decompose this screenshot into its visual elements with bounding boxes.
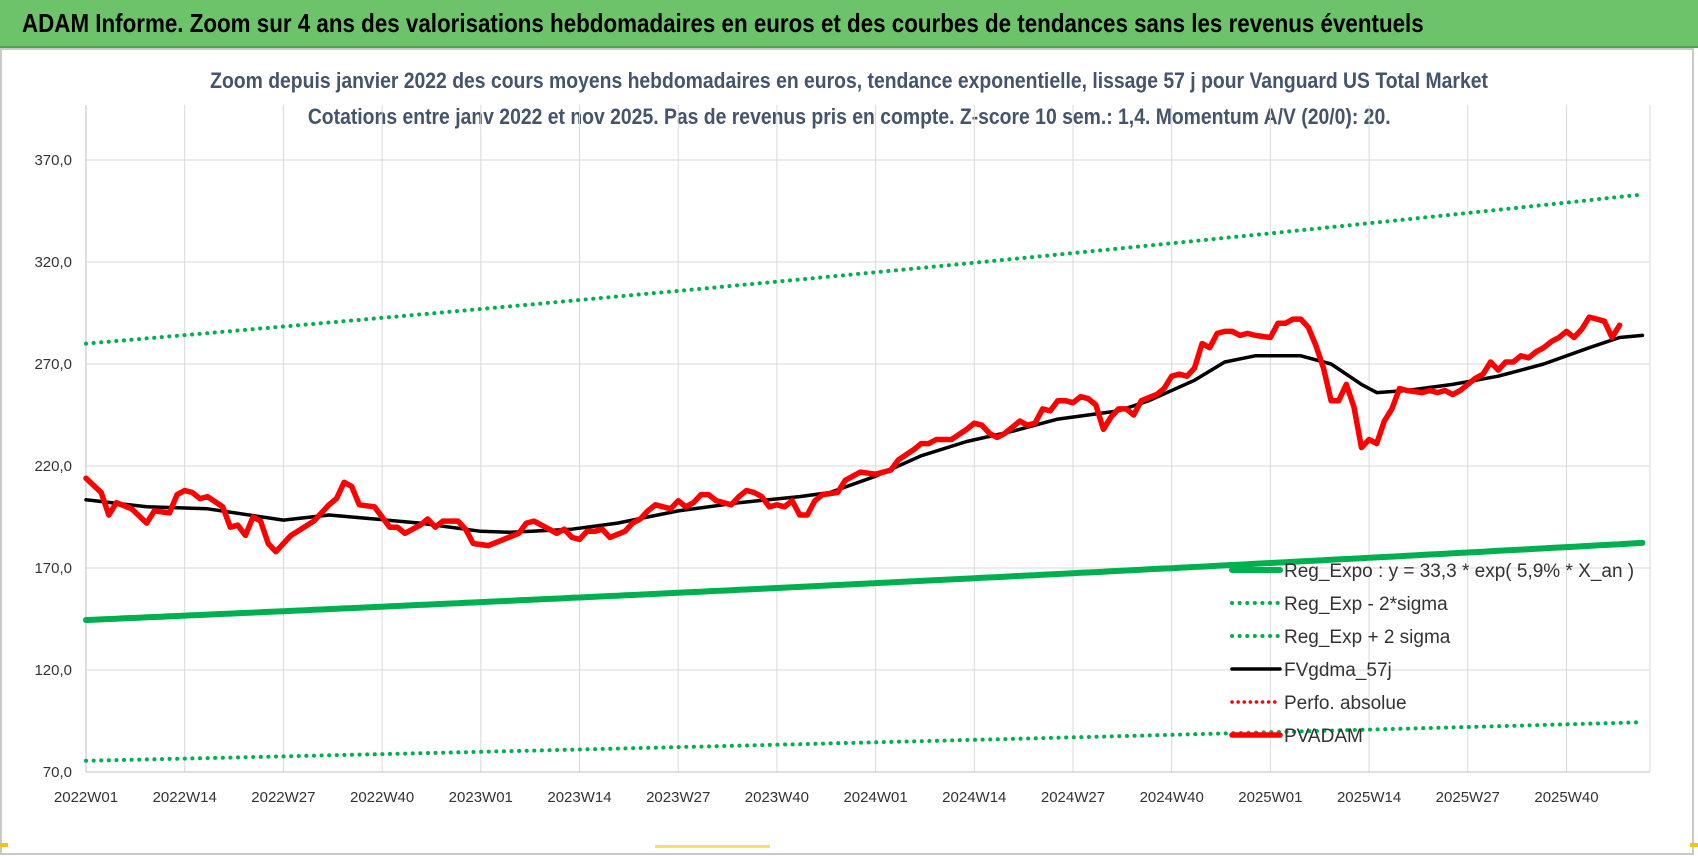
x-tick-label: 2025W40: [1534, 789, 1598, 806]
x-tick-label: 2024W27: [1041, 789, 1105, 806]
x-tick-label: 2024W40: [1140, 789, 1204, 806]
banner-title: ADAM Informe. Zoom sur 4 ans des valoris…: [22, 8, 1424, 38]
decorative-mark: [1690, 843, 1698, 847]
x-tick-label: 2023W27: [646, 789, 710, 806]
legend-label: FVgdma_57j: [1284, 660, 1392, 681]
series-line-pvadam: [83, 314, 1623, 555]
report-banner: ADAM Informe. Zoom sur 4 ans des valoris…: [0, 0, 1698, 48]
x-tick-label: 2022W01: [54, 789, 118, 806]
legend-label: Reg_Exp - 2*sigma: [1284, 594, 1448, 615]
legend-label: Perfo. absolue: [1284, 693, 1407, 714]
decorative-mark: [655, 845, 770, 848]
series-lines: [83, 192, 1646, 763]
legend-label: Reg_Expo : y = 33,3 * exp( 5,9% * X_an ): [1284, 561, 1634, 582]
y-axis-ticks: 70,0 120,0 170,0 220,0 270,0 320,0 370,0: [34, 152, 72, 781]
x-tick-label: 2022W27: [251, 789, 315, 806]
chart-subtitle-text: Cotations entre janv 2022 et nov 2025. P…: [307, 104, 1391, 129]
x-tick-label: 2025W14: [1337, 789, 1401, 806]
y-tick-label: 120,0: [34, 662, 72, 679]
chart-title-text: Zoom depuis janvier 2022 des cours moyen…: [210, 68, 1488, 93]
series-line-reg_expo: [83, 539, 1646, 623]
x-tick-label: 2024W14: [942, 789, 1006, 806]
legend-label: PVADAM: [1284, 726, 1363, 747]
x-tick-label: 2023W40: [745, 789, 809, 806]
y-tick-label: 70,0: [43, 764, 72, 781]
legend: Reg_Expo : y = 33,3 * exp( 5,9% * X_an )…: [1229, 561, 1634, 747]
grid-lines: [85, 105, 1651, 773]
x-tick-label: 2022W14: [153, 789, 217, 806]
y-tick-label: 370,0: [34, 152, 72, 169]
y-tick-label: 220,0: [34, 458, 72, 475]
chart-frame: [0, 48, 1694, 855]
y-tick-label: 320,0: [34, 254, 72, 271]
series-line-reg_exp: [84, 720, 1645, 763]
chart-subtitle: Cotations entre janv 2022 et nov 2025. P…: [0, 104, 1698, 130]
x-tick-label: 2023W14: [547, 789, 611, 806]
x-axis-ticks: 2022W01 2022W14 2022W27 2022W40 2023W01 2023W…: [54, 789, 1599, 806]
x-tick-label: 2024W01: [843, 789, 907, 806]
series-line-fvgdma_57j: [84, 333, 1645, 535]
y-tick-label: 270,0: [34, 356, 72, 373]
x-tick-label: 2022W40: [350, 789, 414, 806]
y-tick-label: 170,0: [34, 560, 72, 577]
chart-title: Zoom depuis janvier 2022 des cours moyen…: [0, 68, 1698, 94]
x-tick-label: 2023W01: [449, 789, 513, 806]
legend-label: Reg_Exp + 2 sigma: [1284, 627, 1451, 648]
series-line-reg_exp: [84, 192, 1645, 346]
decorative-mark: [0, 843, 8, 847]
x-tick-label: 2025W01: [1238, 789, 1302, 806]
x-tick-label: 2025W27: [1436, 789, 1500, 806]
